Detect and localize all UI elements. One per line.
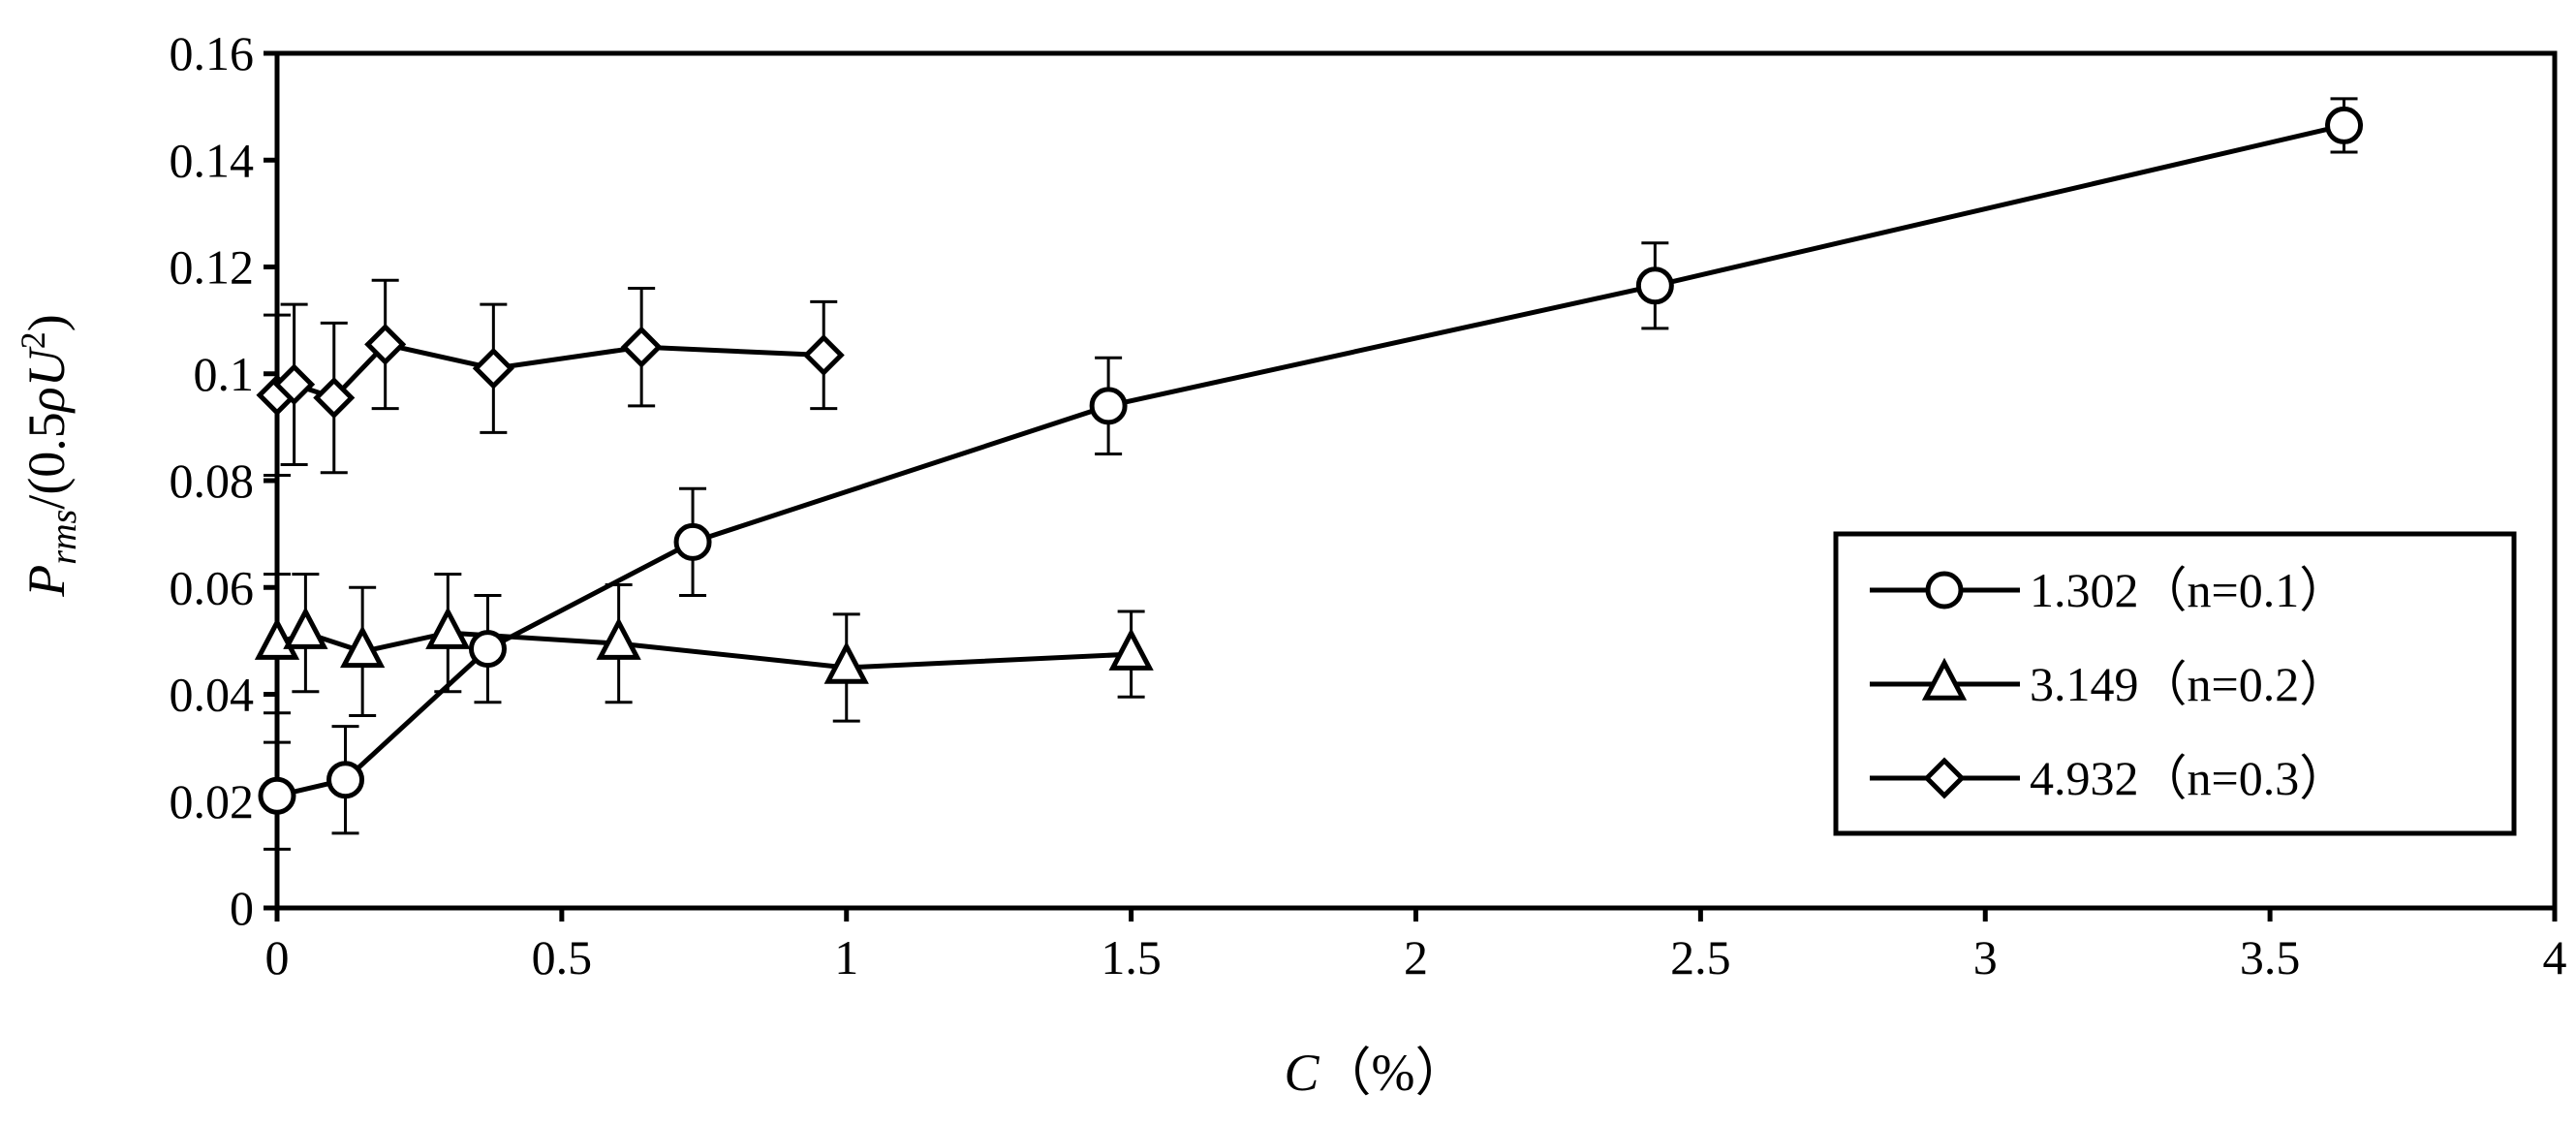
data-point bbox=[283, 606, 328, 649]
y-tick-label: 0.14 bbox=[170, 133, 255, 187]
y-axis-p: P bbox=[17, 565, 76, 598]
y-axis-rho: ρ bbox=[17, 387, 76, 414]
tick-marks: 0 0.02 0.04 0.06 0.08 0.1 0.12 0.14 0.16 0 0.5 1 1.5… bbox=[170, 26, 2567, 984]
x-axis-title: C（%） bbox=[1284, 1044, 1467, 1102]
x-tick-label: 1 bbox=[834, 930, 858, 984]
x-axis-variable: C bbox=[1284, 1044, 1319, 1102]
x-tick-label: 2 bbox=[1404, 930, 1428, 984]
data-point bbox=[802, 333, 845, 376]
data-point bbox=[364, 323, 407, 365]
x-tick-label: 1.5 bbox=[1101, 930, 1162, 984]
y-axis-sub: rms bbox=[44, 510, 84, 565]
legend: 1.302（n=0.1） 3.149（n=0.2） 4.932（n=0.3） bbox=[1833, 531, 2517, 836]
series-markers bbox=[254, 106, 2364, 815]
data-point bbox=[472, 347, 514, 390]
data-point bbox=[1635, 266, 1674, 305]
x-axis-unit: （%） bbox=[1319, 1044, 1468, 1102]
y-axis-close: ) bbox=[17, 314, 76, 331]
x-tick-label: 3 bbox=[1973, 930, 1998, 984]
data-point bbox=[1108, 627, 1154, 671]
y-tick-label: 0.04 bbox=[170, 668, 255, 722]
data-point bbox=[596, 616, 641, 660]
y-tick-label: 0.16 bbox=[170, 26, 255, 80]
data-point bbox=[313, 377, 356, 420]
x-tick-label: 0.5 bbox=[532, 930, 593, 984]
x-tick-label: 4 bbox=[2543, 930, 2567, 984]
legend-item: 1.302（n=0.1） bbox=[1870, 563, 2347, 617]
data-point bbox=[326, 761, 365, 799]
y-tick-label: 0.12 bbox=[170, 240, 255, 295]
y-axis-rest: /(0.5 bbox=[17, 412, 76, 510]
legend-marker bbox=[1923, 757, 1966, 799]
legend-marker bbox=[1925, 571, 1964, 609]
series-line bbox=[276, 630, 1132, 671]
legend-item: 3.149（n=0.2） bbox=[1870, 657, 2347, 711]
series-line bbox=[275, 341, 824, 401]
legend-label: 1.302（n=0.1） bbox=[2030, 563, 2347, 617]
data-point bbox=[673, 522, 712, 561]
y-tick-label: 0.1 bbox=[194, 347, 255, 401]
data-point bbox=[468, 630, 507, 669]
y-axis-u: U bbox=[17, 346, 76, 387]
y-axis-sup: 2 bbox=[14, 331, 52, 349]
x-tick-label: 3.5 bbox=[2240, 930, 2301, 984]
data-point bbox=[425, 606, 471, 649]
y-tick-label: 0.06 bbox=[170, 560, 255, 614]
legend-label: 3.149（n=0.2） bbox=[2030, 657, 2347, 711]
x-tick-label: 0 bbox=[265, 930, 290, 984]
data-point bbox=[340, 625, 386, 669]
legend-marker bbox=[1921, 657, 1968, 701]
data-point bbox=[273, 363, 316, 406]
y-tick-label: 0.08 bbox=[170, 453, 255, 508]
y-axis-title: Prms/(0.5ρU2) bbox=[14, 314, 84, 597]
x-tick-label: 2.5 bbox=[1670, 930, 1731, 984]
data-point bbox=[1089, 387, 1128, 425]
data-point bbox=[823, 641, 869, 684]
legend-item: 4.932（n=0.3） bbox=[1870, 751, 2347, 805]
y-tick-label: 0 bbox=[230, 881, 254, 935]
data-point bbox=[258, 776, 296, 815]
y-tick-label: 0.02 bbox=[170, 774, 255, 828]
legend-label: 4.932（n=0.3） bbox=[2030, 751, 2347, 805]
data-point bbox=[620, 326, 663, 368]
data-point bbox=[2325, 106, 2364, 144]
